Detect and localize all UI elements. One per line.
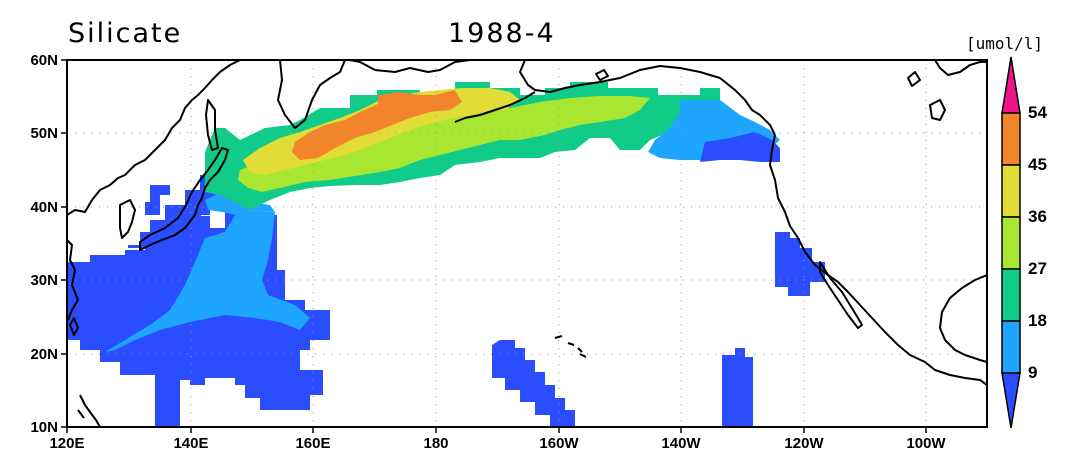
map-panel: 120E 140E 160E 180 160W 140W 120W 100W 1… bbox=[30, 52, 988, 452]
field-region-blue-ne bbox=[700, 132, 780, 162]
lon-label: 140W bbox=[661, 435, 701, 452]
map-frame bbox=[66, 59, 988, 428]
colorbar-swatch-18-27 bbox=[1001, 268, 1021, 322]
colorbar-swatch-45-54 bbox=[1001, 112, 1021, 166]
coast-island-b bbox=[595, 69, 609, 81]
longitude-labels: 120E 140E 160E 180 160W 140W 120W 100W bbox=[49, 435, 946, 452]
coast-north-america bbox=[769, 134, 987, 386]
coast-siberia-north bbox=[349, 60, 471, 73]
colorbar-swatch-below-9 bbox=[1001, 372, 1021, 429]
variable-title: Silicate bbox=[68, 18, 182, 49]
field-region-blue-east-strip bbox=[722, 348, 753, 427]
lon-label: 140E bbox=[173, 435, 208, 452]
field-region-lightblue-west bbox=[105, 210, 310, 352]
field-region-orange bbox=[292, 90, 462, 160]
coast-asia-south bbox=[67, 239, 79, 321]
coast-japan bbox=[139, 147, 229, 251]
colorbar-label: 45 bbox=[1028, 155, 1047, 174]
lon-label: 160E bbox=[295, 435, 330, 452]
field-region-lime bbox=[238, 96, 650, 192]
coast-kamchatka bbox=[277, 60, 346, 129]
colorbar-label: 36 bbox=[1028, 207, 1047, 226]
colorbar-swatch-9-18 bbox=[1001, 320, 1021, 374]
colorbar-labels: 9 18 27 36 45 54 bbox=[1028, 103, 1047, 382]
field-region-blue-central bbox=[492, 340, 575, 427]
coast-baja bbox=[819, 261, 863, 329]
coast-aleutians bbox=[454, 91, 536, 123]
coastlines bbox=[67, 60, 987, 427]
lat-label: 30N bbox=[30, 272, 58, 289]
lon-label: 160W bbox=[539, 435, 579, 452]
coast-asia-mainland bbox=[67, 60, 241, 216]
lon-label: 120W bbox=[784, 435, 824, 452]
lat-label: 50N bbox=[30, 125, 58, 142]
lon-label: 120E bbox=[49, 435, 84, 452]
lat-label: 40N bbox=[30, 199, 58, 216]
coast-sakhalin bbox=[205, 99, 219, 151]
lat-label: 60N bbox=[30, 52, 58, 69]
colorbar-label: 27 bbox=[1028, 259, 1047, 278]
coast-canada-arctic bbox=[934, 60, 987, 76]
coast-hawaii bbox=[554, 335, 587, 358]
coast-island-a bbox=[929, 99, 946, 121]
coast-hudson bbox=[907, 71, 921, 87]
colorbar-label: 54 bbox=[1028, 103, 1047, 122]
coast-alaska bbox=[519, 60, 776, 136]
date-title: 1988-4 bbox=[448, 18, 556, 49]
field-region-blue-japan bbox=[128, 160, 222, 248]
axis-ticks bbox=[61, 59, 927, 433]
coast-gulf-mexico bbox=[939, 274, 987, 363]
colorbar-label: 9 bbox=[1028, 363, 1037, 382]
colorbar bbox=[1001, 56, 1021, 429]
colorbar-swatch-above-54 bbox=[1001, 56, 1021, 114]
coast-taiwan bbox=[69, 317, 79, 336]
lat-label: 10N bbox=[30, 419, 58, 436]
lon-label: 100W bbox=[906, 435, 946, 452]
colorbar-swatch-27-36 bbox=[1001, 216, 1021, 270]
lon-label: 180 bbox=[423, 435, 448, 452]
coast-philippines bbox=[77, 394, 101, 427]
silicate-field bbox=[67, 82, 825, 427]
units-label: [umol/l] bbox=[966, 34, 1043, 53]
lat-label: 20N bbox=[30, 346, 58, 363]
coast-korea bbox=[119, 199, 136, 239]
colorbar-label: 18 bbox=[1028, 311, 1047, 330]
colorbar-swatch-36-45 bbox=[1001, 164, 1021, 218]
latitude-labels: 10N 20N 30N 40N 50N 60N bbox=[30, 52, 58, 436]
field-region-blue-islands bbox=[145, 185, 170, 215]
